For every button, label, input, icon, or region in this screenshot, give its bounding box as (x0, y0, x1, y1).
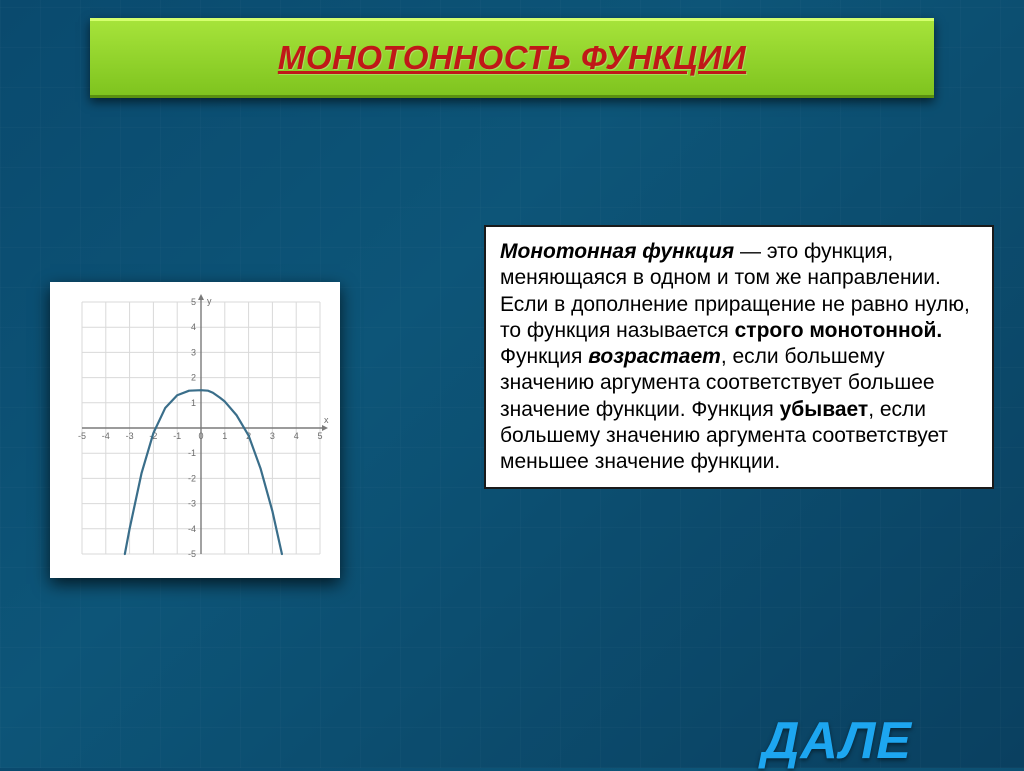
definition-increases: возрастает (588, 345, 721, 368)
svg-text:3: 3 (191, 347, 196, 357)
svg-text:0: 0 (198, 431, 203, 441)
svg-text:5: 5 (191, 297, 196, 307)
definition-dash: — (734, 240, 767, 263)
definition-strict: строго монотонной. (735, 319, 943, 342)
svg-text:4: 4 (294, 431, 299, 441)
svg-text:x: x (324, 415, 329, 425)
svg-text:3: 3 (270, 431, 275, 441)
svg-text:-1: -1 (188, 448, 196, 458)
svg-text:-2: -2 (188, 473, 196, 483)
svg-text:-1: -1 (173, 431, 181, 441)
svg-text:-3: -3 (126, 431, 134, 441)
svg-text:-4: -4 (188, 524, 196, 534)
monotonic-function-chart: -5-4-3-2-1012345-5-4-3-2-112345xy (60, 292, 330, 568)
svg-text:-3: -3 (188, 499, 196, 509)
svg-text:y: y (207, 296, 212, 306)
definition-panel: Монотонная функция — это функция, меняющ… (484, 225, 994, 489)
title-banner: МОНОТОННОСТЬ ФУНКЦИИ (90, 18, 934, 98)
definition-para3-pre: Функция (500, 345, 588, 368)
svg-text:-4: -4 (102, 431, 110, 441)
svg-text:1: 1 (191, 398, 196, 408)
svg-text:4: 4 (191, 322, 196, 332)
definition-term: Монотонная функция (500, 240, 734, 263)
svg-text:1: 1 (222, 431, 227, 441)
svg-text:-5: -5 (188, 549, 196, 559)
definition-decreases: убывает (780, 398, 869, 421)
chart-card: -5-4-3-2-1012345-5-4-3-2-112345xy (50, 282, 340, 578)
svg-text:-5: -5 (78, 431, 86, 441)
svg-text:5: 5 (317, 431, 322, 441)
page-title: МОНОТОННОСТЬ ФУНКЦИИ (278, 39, 746, 76)
next-button[interactable]: ДАЛЕ (762, 711, 912, 771)
svg-text:2: 2 (191, 373, 196, 383)
